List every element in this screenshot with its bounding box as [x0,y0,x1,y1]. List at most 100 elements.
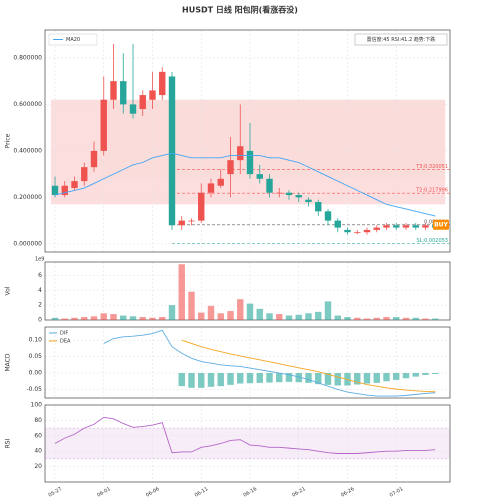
y-axis-label: RSI [5,438,12,448]
macd-bar [305,373,312,383]
candle-body [237,146,244,161]
macd-bar [412,373,419,377]
info-text: 置信度:45 RSI:41.2 趋势:下跌 [367,36,436,43]
candle-body [168,76,176,226]
candle-body [217,178,224,186]
y-tick-label: 60 [34,432,42,439]
y-tick-label: 0.00 [29,370,43,377]
y-axis-label: MACD [5,353,12,371]
macd-bar [315,373,322,385]
panel-frame [44,404,451,483]
volume-bar [363,318,371,320]
candle-body [149,90,156,100]
volume-bar [256,308,263,320]
volume-bar [227,311,234,320]
volume-bar [246,303,254,320]
candle-body [324,211,332,221]
volume-bar [139,317,146,320]
y-tick-label: 0.600000 [13,101,42,108]
volume-bar [373,317,380,320]
volume-bar [149,317,156,320]
level-label: T3:0.320051 [415,164,448,170]
macd-bar [198,373,205,388]
volume-bar [100,313,107,320]
y-tick-label: 20 [34,463,42,470]
volume-bar [276,314,283,320]
chart-title: HUSDT 日线 阳包阴(看涨吞没) [182,5,298,15]
candle-body [334,220,341,228]
x-tick-label: 06-11 [194,486,210,498]
macd-bar [246,373,254,384]
candle-body [120,81,127,105]
level-label: SL:0.002053 [416,238,448,244]
candle-body [373,227,380,230]
volume-bar [51,317,59,320]
y-tick-label: 100 [31,402,43,409]
volume-bar [383,317,390,320]
volume-bar [402,317,410,320]
volume-bar [207,305,215,320]
x-tick-label: 05-27 [47,486,63,498]
macd-bar [393,373,400,380]
x-tick-label: 06-21 [291,486,307,498]
macd-bar [178,373,185,387]
legend-label: DIF [60,331,68,337]
candle-body [188,220,195,222]
candle-body [354,232,361,234]
y-axis-label: Vol [5,286,12,295]
macd-bar [324,373,332,385]
rsi-line [54,416,436,454]
info-box [354,33,448,46]
macd-bar [237,373,244,384]
y-tick-label: 80 [34,417,42,424]
volume-bar [344,317,351,320]
candle-body [402,225,410,228]
candle-body [285,192,293,196]
candle-body [178,220,185,226]
level-label: T2:0.217996 [415,188,448,194]
panel-frame [44,29,451,253]
macd-bar [363,373,371,384]
macd-line [181,339,436,393]
y-tick-label: 0.10 [29,337,43,344]
candle-body [295,195,302,198]
volume-bar [237,299,244,320]
y-tick-label: 40 [34,448,42,455]
candle-body [71,181,78,189]
candle-body [139,95,146,110]
macd-bar [334,373,341,386]
volume-bar [168,305,176,320]
volume-bar [334,315,341,320]
macd-bar [285,373,293,382]
volume-bar [61,318,68,320]
macd-bar [432,373,439,375]
volume-bar [412,317,419,320]
candle-body [305,199,312,203]
ma-line [54,152,436,217]
y-tick-label: 2 [38,302,42,309]
candle-body [207,183,215,193]
y-tick-label: 4 [38,287,42,294]
candle-body [129,104,137,114]
x-tick-label: 06-16 [242,486,258,498]
macd-bar [266,373,273,383]
macd-bar [383,373,390,382]
macd-bar [276,373,283,383]
macd-bar [227,373,234,385]
legend-label: MA20 [66,37,80,43]
y-tick-label: 6 [38,272,42,279]
volume-bar [324,301,332,320]
volume-bar [305,313,312,320]
candle-body [227,160,234,175]
macd-bar [354,373,361,385]
y-tick-label: 0 [38,317,42,324]
volume-bar [81,317,88,320]
volume-bar [422,318,429,320]
volume-bar [295,314,302,320]
volume-bar [71,317,78,320]
macd-bar [256,373,263,383]
volume-bar [90,316,98,320]
volume-bar [217,313,224,320]
volume-bar [354,317,361,320]
